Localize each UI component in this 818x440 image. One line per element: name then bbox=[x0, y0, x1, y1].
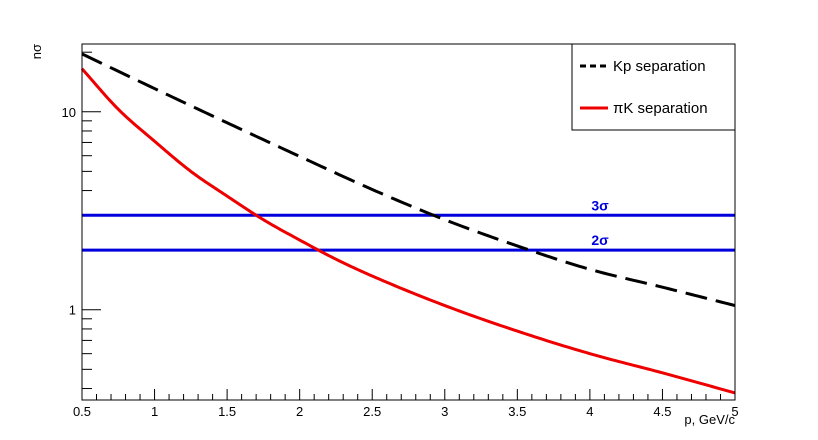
series-pik-separation-line bbox=[80, 67, 736, 395]
x-tick-label: 4.5 bbox=[653, 404, 671, 419]
plot-frame bbox=[81, 43, 736, 401]
legend-label-pik: πK separation bbox=[613, 100, 708, 117]
legend-box bbox=[571, 43, 736, 131]
x-tick-label: 3.5 bbox=[508, 404, 526, 419]
x-tick-label: 3 bbox=[441, 404, 448, 419]
x-tick-label: 1.5 bbox=[218, 404, 236, 419]
x-tick-label: 4 bbox=[586, 404, 593, 419]
y-axis-label: nσ bbox=[29, 44, 44, 59]
legend-label-kp: Kp separation bbox=[613, 58, 706, 75]
y-tick-label: 10 bbox=[62, 105, 76, 120]
legend: Kp separation πK separation bbox=[571, 43, 736, 131]
x-axis-label: p, GeV/c bbox=[684, 412, 735, 427]
x-tick-label: 0.5 bbox=[73, 404, 91, 419]
series-group bbox=[80, 52, 736, 395]
reference-line-label: 2σ bbox=[591, 232, 609, 248]
tick-labels: 0.5 1 1.5 2 2.5 3 3.5 4 4.5 5 1 10 bbox=[62, 105, 739, 419]
series-kp-separation-line bbox=[81, 52, 736, 308]
y-tick-label: 1 bbox=[69, 303, 76, 318]
reference-lines: 3σ 2σ bbox=[82, 197, 735, 252]
x-tick-label: 5 bbox=[731, 404, 738, 419]
reference-line-label: 3σ bbox=[591, 197, 609, 213]
x-tick-label: 2.5 bbox=[363, 404, 381, 419]
x-tick-label: 1 bbox=[151, 404, 158, 419]
x-tick-label: 2 bbox=[296, 404, 303, 419]
